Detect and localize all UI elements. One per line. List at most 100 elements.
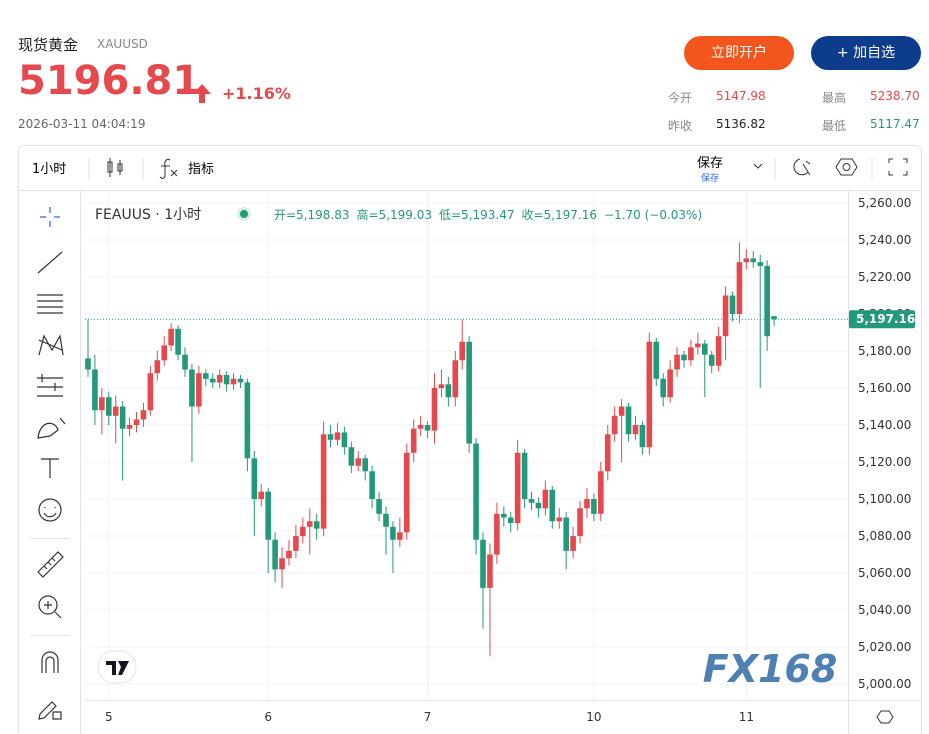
candle-body (265, 491, 271, 540)
candle-body (549, 489, 556, 522)
candle-body (611, 415, 618, 435)
candle-body (244, 382, 251, 459)
emoji-tool[interactable] (38, 498, 62, 522)
candle-body (646, 341, 653, 448)
text-tool[interactable] (41, 458, 59, 478)
candle-body (327, 434, 334, 440)
stat-value: 5136.82 (716, 117, 766, 131)
line-tool[interactable] (37, 251, 63, 274)
interval-button[interactable]: 1小时 (32, 162, 66, 177)
candle-body (431, 388, 438, 431)
ohlc-legend: 开=5,198.83 高=5,199.03 低=5,193.47 收=5,197.16… (274, 207, 702, 222)
plot-area (85, 190, 848, 700)
candle-body (445, 384, 452, 398)
candle-body (216, 375, 223, 383)
candle-body (126, 425, 133, 429)
candle-body (701, 343, 708, 355)
indicators-button[interactable]: 指标 (188, 162, 214, 177)
tv-logo-mark (106, 661, 129, 675)
candle-body (189, 369, 195, 407)
candle-body (223, 375, 230, 385)
alert-button[interactable] (793, 158, 811, 176)
title: 现货黄金 (18, 36, 79, 54)
save-button[interactable]: 保存 (697, 156, 723, 171)
candle-body (424, 425, 431, 431)
zoom-tool[interactable] (38, 595, 58, 615)
x-tick-label: 7 (424, 710, 432, 724)
y-tick-label: 5,060.00 (858, 566, 911, 580)
lock-tool[interactable] (38, 701, 62, 720)
candle-body (105, 397, 112, 416)
y-tick-label: 5,220.00 (858, 270, 911, 284)
candle-body (92, 369, 98, 411)
axis-settings[interactable] (876, 710, 894, 724)
add-watch-button[interactable]: + 加自选 (811, 36, 921, 70)
y-tick-label: 5,180.00 (858, 344, 911, 358)
indicator-icon[interactable] (159, 159, 178, 179)
y-tick-label: 5,080.00 (858, 529, 911, 543)
candle-type-button[interactable] (107, 158, 123, 177)
candle-body (410, 428, 417, 453)
candle-body (175, 328, 181, 355)
ruler-tool[interactable] (37, 551, 64, 578)
timestamp: 2026-03-11 04:04:19 (18, 117, 146, 131)
candle-body (757, 262, 764, 266)
change: +1.16% (222, 84, 291, 103)
candle-body (729, 295, 736, 314)
candle-body (639, 425, 646, 448)
candle-body (251, 458, 258, 500)
crosshair-tool[interactable] (40, 207, 60, 227)
stat-value: 5238.70 (870, 89, 920, 103)
x-tick-label: 5 (105, 710, 113, 724)
candle-body (563, 517, 569, 551)
candle-body (591, 499, 597, 514)
y-tick-label: 5,040.00 (858, 603, 911, 617)
candle-body (771, 316, 777, 320)
candle-body (473, 443, 479, 540)
fib-tool[interactable] (37, 294, 63, 314)
candle-body (487, 554, 493, 588)
y-tick-label: 5,020.00 (858, 640, 911, 654)
save-subtitle: 保存 (701, 172, 719, 184)
candle-body (154, 360, 161, 374)
pattern-tool[interactable] (38, 334, 64, 356)
candle-body (438, 384, 445, 389)
candle-body (119, 406, 126, 429)
candle-body (528, 499, 535, 503)
candle-body (348, 447, 355, 466)
y-tick-label: 5,240.00 (858, 233, 911, 247)
candle-body (203, 373, 209, 379)
magnet-tool[interactable] (41, 651, 59, 673)
candle-body (542, 489, 549, 509)
stat-label: 今开 (668, 91, 693, 105)
candle-body (452, 360, 459, 398)
candle-body (272, 539, 278, 570)
candle-body (618, 406, 625, 416)
settings-button[interactable] (835, 158, 858, 176)
market-status (240, 210, 248, 218)
candle-body (168, 328, 174, 346)
candle-body (403, 452, 410, 533)
candle-body (598, 471, 604, 514)
candle-body (459, 341, 466, 361)
open-account-button[interactable]: 立即开户 (684, 36, 794, 70)
candle-body (570, 536, 576, 551)
candle-body (507, 517, 514, 524)
y-tick-label: 5,140.00 (858, 418, 911, 432)
last-price-label: 5,197.16 (856, 312, 915, 326)
candle-body (369, 471, 375, 500)
candle-body (653, 341, 660, 379)
x-tick-label: 10 (586, 710, 601, 724)
brush-tool[interactable] (37, 417, 66, 439)
candle-body (99, 397, 105, 411)
candle-body (85, 358, 91, 370)
symbol: XAUUSD (97, 37, 148, 51)
legend-value: −1.70 (−0.03%) (604, 208, 702, 222)
forecast-tool[interactable] (37, 374, 63, 397)
candle-body (286, 550, 292, 559)
candle-body (708, 354, 715, 366)
fullscreen-button[interactable] (888, 158, 908, 176)
stat-label: 昨收 (668, 119, 693, 133)
y-tick-label: 5,100.00 (858, 492, 911, 506)
save-dropdown[interactable] (753, 163, 763, 169)
